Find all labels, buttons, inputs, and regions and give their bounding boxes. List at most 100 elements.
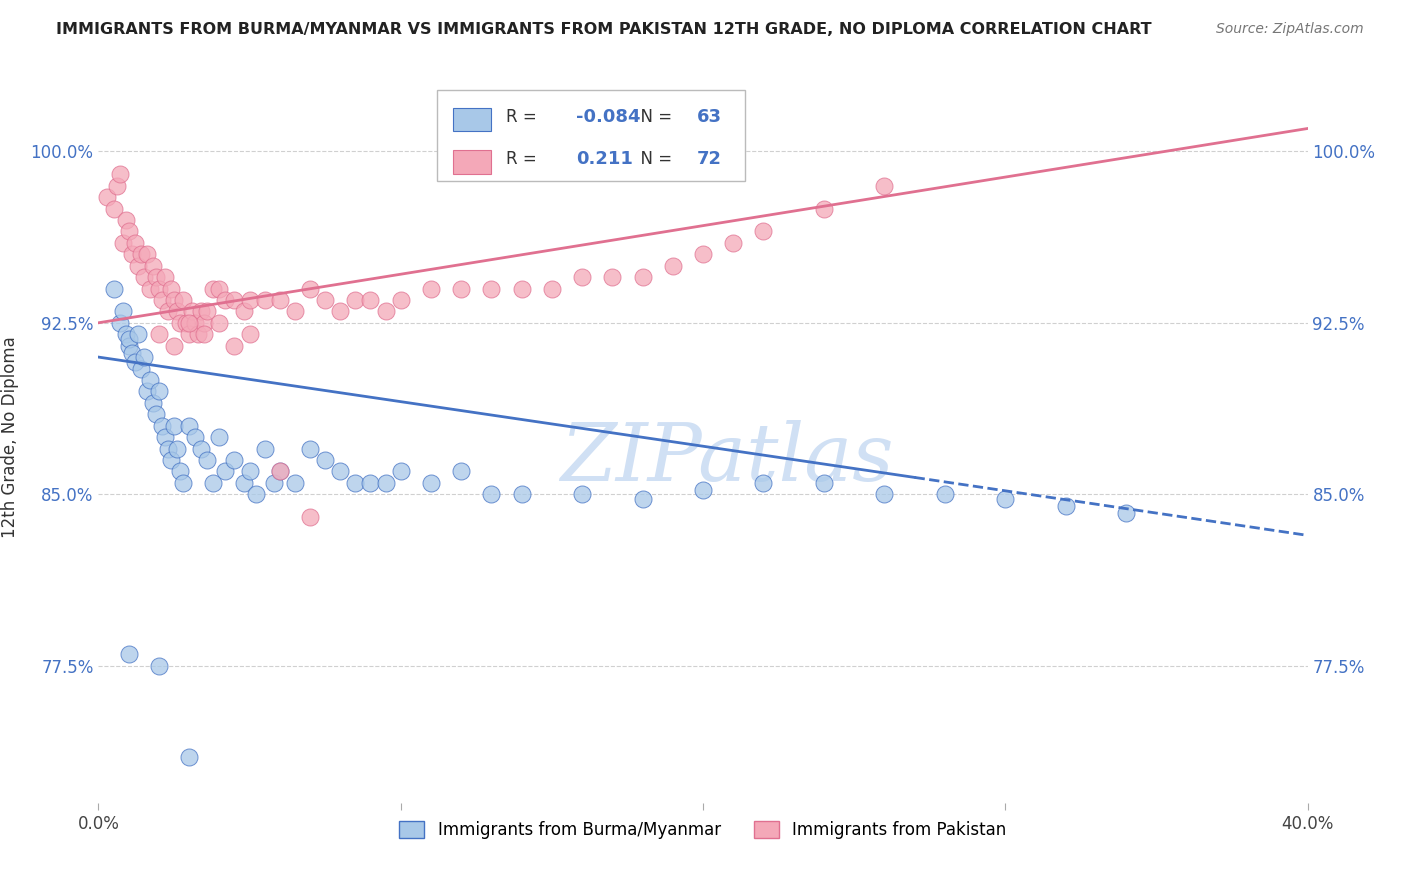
Point [169, 316, 191, 330]
Point [232, 304, 254, 318]
Point [232, 475, 254, 490]
Point [181, 304, 204, 318]
Point [284, 304, 307, 318]
Point [314, 453, 336, 467]
Point [172, 475, 194, 490]
Point [179, 327, 201, 342]
Point [692, 247, 714, 261]
Point [314, 293, 336, 307]
Point [132, 350, 155, 364]
Point [389, 464, 412, 478]
Point [299, 510, 322, 524]
Point [166, 442, 188, 456]
Point [127, 259, 149, 273]
Point [195, 304, 218, 318]
FancyBboxPatch shape [437, 90, 745, 181]
Point [111, 235, 134, 250]
Text: N =: N = [630, 108, 678, 126]
Point [129, 247, 152, 261]
Point [121, 247, 143, 261]
Point [163, 338, 186, 352]
Point [813, 475, 835, 490]
Y-axis label: 12th Grade, No Diploma: 12th Grade, No Diploma [1, 336, 20, 538]
Point [142, 396, 165, 410]
Point [156, 304, 179, 318]
Point [752, 224, 775, 238]
Point [994, 491, 1017, 506]
Point [692, 483, 714, 497]
Point [153, 270, 176, 285]
Point [208, 281, 231, 295]
Point [269, 293, 291, 307]
Point [450, 464, 472, 478]
Point [139, 373, 162, 387]
Point [193, 316, 215, 330]
Point [184, 316, 207, 330]
Point [571, 487, 593, 501]
Text: Source: ZipAtlas.com: Source: ZipAtlas.com [1216, 22, 1364, 37]
Point [253, 293, 276, 307]
Point [111, 304, 134, 318]
Point [374, 475, 396, 490]
Text: R =: R = [506, 108, 541, 126]
Point [179, 316, 201, 330]
Point [344, 475, 367, 490]
Point [174, 316, 197, 330]
FancyBboxPatch shape [453, 108, 492, 131]
Point [150, 418, 173, 433]
Point [420, 281, 443, 295]
Point [124, 235, 146, 250]
Point [224, 453, 246, 467]
Point [723, 235, 745, 250]
Point [239, 293, 262, 307]
Point [195, 453, 218, 467]
Point [602, 270, 624, 285]
Text: 72: 72 [697, 150, 721, 168]
Point [631, 491, 654, 506]
Point [374, 304, 396, 318]
Point [96, 190, 118, 204]
Point [344, 293, 367, 307]
Point [329, 464, 352, 478]
Point [224, 293, 246, 307]
Point [145, 270, 167, 285]
Point [329, 304, 352, 318]
Point [163, 418, 186, 433]
Point [118, 332, 141, 346]
Point [184, 430, 207, 444]
Point [873, 487, 896, 501]
Point [661, 259, 683, 273]
Point [269, 464, 291, 478]
Point [166, 304, 188, 318]
Point [1115, 506, 1137, 520]
Point [510, 487, 533, 501]
Point [208, 316, 231, 330]
Point [813, 202, 835, 216]
Point [148, 658, 170, 673]
Point [103, 202, 125, 216]
Point [108, 167, 131, 181]
Point [540, 281, 562, 295]
Point [190, 304, 212, 318]
Point [114, 213, 136, 227]
Point [139, 281, 162, 295]
Point [299, 442, 322, 456]
Point [103, 281, 125, 295]
Point [114, 327, 136, 342]
Point [150, 293, 173, 307]
Point [239, 327, 262, 342]
Point [284, 475, 307, 490]
Point [360, 475, 382, 490]
Point [132, 270, 155, 285]
Point [631, 270, 654, 285]
Point [481, 281, 503, 295]
Text: -0.084: -0.084 [576, 108, 641, 126]
Point [127, 327, 149, 342]
Point [160, 281, 183, 295]
Legend: Immigrants from Burma/Myanmar, Immigrants from Pakistan: Immigrants from Burma/Myanmar, Immigrant… [392, 814, 1014, 846]
Text: N =: N = [630, 150, 678, 168]
Point [169, 464, 191, 478]
Point [202, 475, 225, 490]
Point [156, 442, 179, 456]
Point [190, 442, 212, 456]
